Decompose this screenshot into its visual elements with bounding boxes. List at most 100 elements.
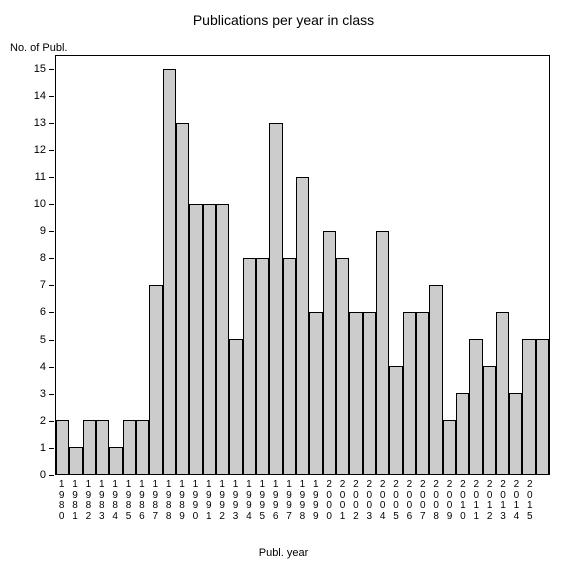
- y-tick-mark: [49, 340, 54, 341]
- y-axis-label: No. of Publ.: [10, 42, 67, 54]
- x-tick-label: 1998: [296, 476, 309, 522]
- bar: [216, 204, 229, 474]
- bar: [269, 123, 282, 474]
- bar: [189, 204, 202, 474]
- x-tick-label: 1982: [82, 476, 95, 522]
- bar: [429, 285, 442, 474]
- y-tick-mark: [49, 123, 54, 124]
- y-tick-label: 10: [6, 198, 46, 210]
- bar: [136, 420, 149, 474]
- bar: [256, 258, 269, 474]
- x-tick-label: 2010: [456, 476, 469, 522]
- x-tick-label: 1980: [55, 476, 68, 522]
- x-tick-label: 1988: [162, 476, 175, 522]
- x-tick-label: 2004: [376, 476, 389, 522]
- bar: [243, 258, 256, 474]
- bar: [509, 393, 522, 474]
- y-tick-mark: [49, 258, 54, 259]
- x-tick-label: 1991: [202, 476, 215, 522]
- x-tick-label: 1981: [68, 476, 81, 522]
- x-tick-label: 1984: [109, 476, 122, 522]
- y-tick-mark: [49, 475, 54, 476]
- y-tick-label: 9: [6, 225, 46, 237]
- bar: [336, 258, 349, 474]
- y-tick-label: 13: [6, 117, 46, 129]
- y-tick-label: 0: [6, 469, 46, 481]
- y-tick-label: 8: [6, 252, 46, 264]
- y-tick-label: 3: [6, 388, 46, 400]
- x-tick-label: 2000: [323, 476, 336, 522]
- x-axis-ticks: 1980198119821983198419851986198719881989…: [55, 476, 550, 522]
- x-tick-label: 1995: [256, 476, 269, 522]
- y-tick-label: 11: [6, 171, 46, 183]
- x-tick-label: 2005: [389, 476, 402, 522]
- bar: [56, 420, 69, 474]
- x-tick-label: 1983: [95, 476, 108, 522]
- x-tick-label: 1996: [269, 476, 282, 522]
- bar: [376, 231, 389, 474]
- y-tick-mark: [49, 177, 54, 178]
- x-tick-label: 2007: [416, 476, 429, 522]
- chart-title: Publications per year in class: [0, 12, 567, 28]
- y-tick-label: 2: [6, 415, 46, 427]
- x-tick-label: 1992: [216, 476, 229, 522]
- y-tick-mark: [49, 96, 54, 97]
- bar: [323, 231, 336, 474]
- y-tick-label: 7: [6, 279, 46, 291]
- y-tick-mark: [49, 312, 54, 313]
- bar: [203, 204, 216, 474]
- bar: [456, 393, 469, 474]
- bar: [309, 312, 322, 474]
- x-tick-label: 2013: [496, 476, 509, 522]
- bar: [229, 339, 242, 474]
- y-tick-mark: [49, 231, 54, 232]
- y-tick-mark: [49, 285, 54, 286]
- x-tick-label: 2006: [403, 476, 416, 522]
- bar: [403, 312, 416, 474]
- y-tick-mark: [49, 394, 54, 395]
- y-axis-ticks: 0123456789101112131415: [0, 55, 54, 475]
- y-tick-label: 12: [6, 144, 46, 156]
- bar: [83, 420, 96, 474]
- y-tick-label: 14: [6, 90, 46, 102]
- x-tick-label: 2008: [430, 476, 443, 522]
- y-tick-mark: [49, 204, 54, 205]
- bar: [123, 420, 136, 474]
- bar: [69, 447, 82, 474]
- x-tick-label: 1985: [122, 476, 135, 522]
- x-tick-label: 2011: [470, 476, 483, 522]
- x-tick-label: 1997: [282, 476, 295, 522]
- x-tick-label: [537, 476, 550, 522]
- x-tick-label: 1993: [229, 476, 242, 522]
- x-tick-label: 2009: [443, 476, 456, 522]
- x-tick-label: 1989: [175, 476, 188, 522]
- y-tick-label: 1: [6, 442, 46, 454]
- bar: [296, 177, 309, 474]
- bar: [283, 258, 296, 474]
- x-tick-label: 2014: [510, 476, 523, 522]
- y-tick-mark: [49, 448, 54, 449]
- bar: [363, 312, 376, 474]
- y-tick-label: 4: [6, 361, 46, 373]
- bar: [389, 366, 402, 474]
- x-tick-label: 1994: [242, 476, 255, 522]
- bar: [469, 339, 482, 474]
- bar: [416, 312, 429, 474]
- bar: [483, 366, 496, 474]
- y-tick-mark: [49, 69, 54, 70]
- y-tick-mark: [49, 421, 54, 422]
- x-axis-label: Publ. year: [0, 547, 567, 559]
- x-tick-label: 1990: [189, 476, 202, 522]
- x-tick-label: 1986: [135, 476, 148, 522]
- x-tick-label: 1999: [309, 476, 322, 522]
- x-tick-label: 2003: [363, 476, 376, 522]
- bar: [496, 312, 509, 474]
- y-tick-label: 5: [6, 334, 46, 346]
- bar: [149, 285, 162, 474]
- x-tick-label: 2012: [483, 476, 496, 522]
- bar: [109, 447, 122, 474]
- bar: [443, 420, 456, 474]
- bar: [176, 123, 189, 474]
- bar: [536, 339, 549, 474]
- y-tick-mark: [49, 150, 54, 151]
